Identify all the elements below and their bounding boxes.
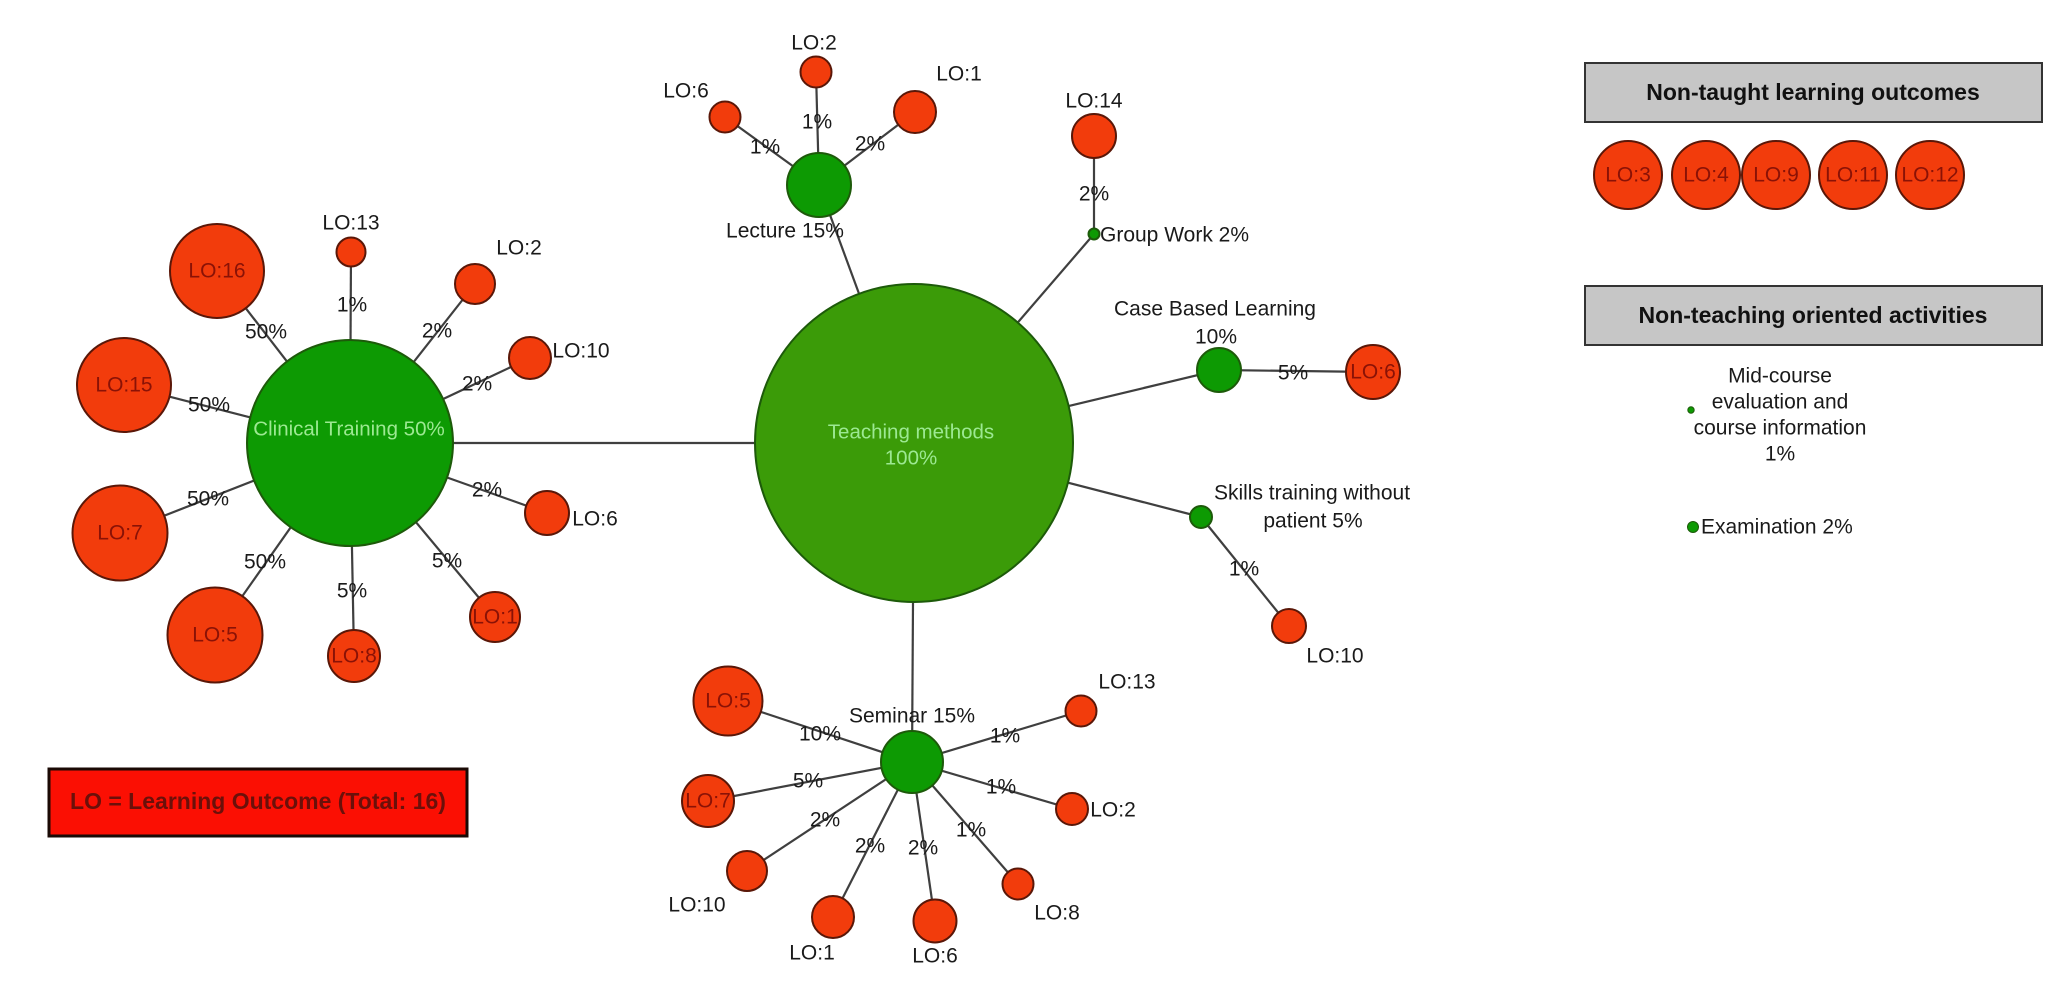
- svg-text:LO:9: LO:9: [1753, 164, 1799, 187]
- svg-text:LO:2: LO:2: [496, 237, 542, 260]
- svg-text:LO:1: LO:1: [472, 606, 518, 629]
- svg-text:LO:3: LO:3: [1605, 164, 1651, 187]
- svg-text:5%: 5%: [793, 770, 823, 793]
- svg-text:LO:6: LO:6: [1350, 361, 1396, 384]
- svg-text:LO:6: LO:6: [572, 508, 618, 531]
- svg-text:2%: 2%: [1079, 183, 1109, 206]
- svg-text:2%: 2%: [810, 809, 840, 832]
- svg-text:Mid-course: Mid-course: [1728, 365, 1832, 388]
- svg-text:Group Work 2%: Group Work 2%: [1100, 224, 1249, 247]
- svg-text:1%: 1%: [986, 776, 1016, 799]
- svg-text:LO:6: LO:6: [912, 945, 958, 968]
- svg-text:LO:13: LO:13: [1098, 671, 1155, 694]
- svg-text:LO:6: LO:6: [663, 80, 709, 103]
- svg-text:LO:5: LO:5: [705, 690, 751, 713]
- svg-text:50%: 50%: [187, 488, 229, 511]
- svg-text:1%: 1%: [956, 819, 986, 842]
- svg-text:Non-teaching oriented activiti: Non-teaching oriented activities: [1639, 302, 1988, 328]
- svg-text:Lecture 15%: Lecture 15%: [726, 220, 844, 243]
- svg-text:1%: 1%: [337, 294, 367, 317]
- svg-text:10%: 10%: [1195, 326, 1237, 349]
- svg-text:1%: 1%: [990, 725, 1020, 748]
- svg-text:1%: 1%: [1229, 558, 1259, 581]
- svg-text:patient 5%: patient 5%: [1263, 510, 1362, 533]
- svg-text:1%: 1%: [750, 136, 780, 159]
- svg-text:2%: 2%: [462, 373, 492, 396]
- svg-text:1%: 1%: [802, 111, 832, 134]
- svg-text:LO:10: LO:10: [668, 894, 725, 917]
- svg-text:LO:4: LO:4: [1683, 164, 1729, 187]
- svg-text:LO = Learning Outcome (Total:: LO = Learning Outcome (Total: 16): [70, 788, 446, 814]
- svg-text:Clinical Training 50%: Clinical Training 50%: [253, 418, 444, 441]
- svg-text:LO:10: LO:10: [1306, 645, 1363, 668]
- svg-text:Skills training without: Skills training without: [1214, 482, 1410, 505]
- svg-text:50%: 50%: [188, 394, 230, 417]
- svg-text:LO:8: LO:8: [1034, 902, 1080, 925]
- svg-text:LO:15: LO:15: [95, 374, 152, 397]
- svg-text:Case Based Learning: Case Based Learning: [1114, 298, 1316, 321]
- svg-text:Non-taught learning outcomes: Non-taught learning outcomes: [1646, 79, 1980, 105]
- svg-text:2%: 2%: [855, 835, 885, 858]
- svg-text:2%: 2%: [908, 837, 938, 860]
- svg-text:LO:7: LO:7: [97, 522, 143, 545]
- svg-text:5%: 5%: [1278, 362, 1308, 385]
- svg-text:LO:7: LO:7: [685, 790, 731, 813]
- svg-text:LO:8: LO:8: [331, 645, 377, 668]
- svg-text:Examination 2%: Examination 2%: [1701, 516, 1853, 539]
- svg-text:LO:12: LO:12: [1901, 164, 1958, 187]
- svg-text:LO:2: LO:2: [1090, 799, 1136, 822]
- svg-text:LO:1: LO:1: [936, 63, 982, 86]
- svg-text:LO:13: LO:13: [322, 212, 379, 235]
- svg-text:10%: 10%: [799, 723, 841, 746]
- svg-text:course information: course information: [1694, 417, 1867, 440]
- svg-text:LO:1: LO:1: [789, 942, 835, 965]
- svg-text:2%: 2%: [422, 320, 452, 343]
- svg-text:50%: 50%: [245, 321, 287, 344]
- svg-text:2%: 2%: [855, 133, 885, 156]
- svg-text:LO:14: LO:14: [1065, 90, 1123, 113]
- svg-text:50%: 50%: [244, 551, 286, 574]
- svg-text:Teaching methods: Teaching methods: [828, 421, 994, 444]
- svg-text:5%: 5%: [432, 550, 462, 573]
- svg-text:LO:2: LO:2: [791, 32, 837, 55]
- svg-text:LO:11: LO:11: [1825, 164, 1881, 187]
- svg-text:100%: 100%: [885, 447, 937, 470]
- svg-text:5%: 5%: [337, 580, 367, 603]
- svg-text:LO:5: LO:5: [192, 624, 238, 647]
- svg-text:evaluation and: evaluation and: [1712, 391, 1849, 414]
- svg-text:1%: 1%: [1765, 443, 1795, 466]
- svg-text:Seminar 15%: Seminar 15%: [849, 705, 975, 728]
- svg-text:LO:16: LO:16: [188, 260, 245, 283]
- svg-text:2%: 2%: [472, 479, 502, 502]
- svg-text:LO:10: LO:10: [552, 340, 609, 363]
